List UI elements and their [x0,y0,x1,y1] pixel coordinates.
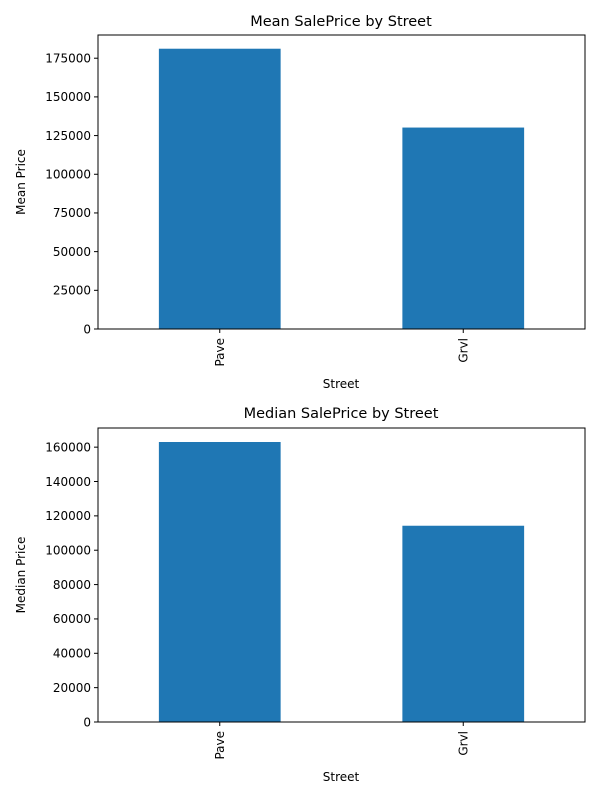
y-tick-label: 140000 [45,475,91,489]
plot-frame [97,427,586,723]
plot-frame [97,34,586,330]
y-tick-label: 120000 [45,509,91,523]
y-tick-label: 150000 [45,90,91,104]
bar-pave [158,48,281,329]
bar-grvl [402,127,525,329]
y-axis-label: Median Price [14,537,28,614]
y-tick-label: 75000 [53,206,91,220]
y-axis-ticks: 0 20000 40000 60000 80000 100000 120000 140000 1… [45,440,98,729]
x-tick-label: Pave [213,731,227,760]
x-axis-ticks: Pave Grvl [213,722,470,760]
y-tick-label: 25000 [53,284,91,298]
x-tick-label: Grvl [456,731,470,756]
y-tick-label: 80000 [53,578,91,592]
y-tick-label: 100000 [45,544,91,558]
y-tick-label: 0 [83,322,91,336]
y-tick-label: 40000 [53,647,91,661]
y-axis-label: Mean Price [14,149,28,215]
median-price-chart: Median SalePrice by Street 0 20000 40000 60… [14,406,586,784]
x-axis-label: Street [323,377,360,391]
chart-title: Median SalePrice by Street [244,406,439,422]
x-tick-label: Grvl [456,338,470,363]
bar-pave [158,442,281,722]
mean-price-chart: Mean SalePrice by Street 0 25000 50000 7500… [14,14,586,391]
y-tick-label: 125000 [45,129,91,143]
x-tick-label: Pave [213,338,227,367]
y-tick-label: 60000 [53,612,91,626]
bar-grvl [402,525,525,722]
x-axis-label: Street [323,770,360,784]
y-tick-label: 175000 [45,52,91,66]
chart-title: Mean SalePrice by Street [250,14,432,30]
y-tick-label: 100000 [45,168,91,182]
y-axis-ticks: 0 25000 50000 75000 100000 125000 150000 175000 [45,52,98,336]
y-tick-label: 20000 [53,681,91,695]
bars-group [158,442,525,722]
x-axis-ticks: Pave Grvl [213,329,470,367]
y-tick-label: 50000 [53,245,91,259]
bars-group [158,48,525,329]
y-tick-label: 0 [83,715,91,729]
y-tick-label: 160000 [45,440,91,454]
